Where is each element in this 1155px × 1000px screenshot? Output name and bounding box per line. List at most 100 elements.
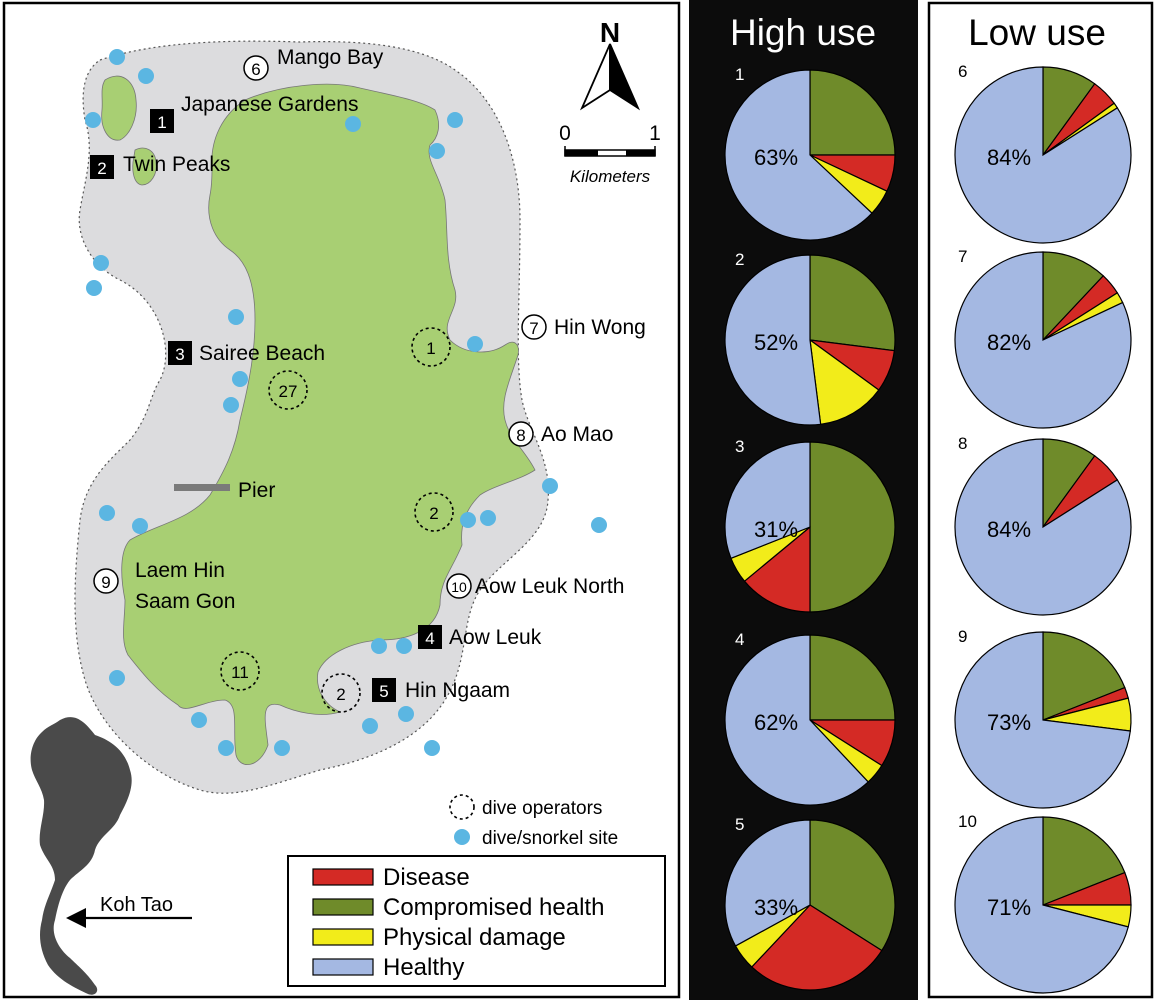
pie-slice-healthy [954, 251, 1132, 429]
low-use-panel: Low use 6 84% 7 82% 8 84% 9 73% 10 71% [927, 1, 1154, 999]
pie-healthy-percent: 63% [754, 145, 798, 170]
site-number: 7 [529, 319, 538, 338]
site-label-4: 4 Aow Leuk [418, 625, 542, 649]
koh-tao-arrowhead [66, 908, 86, 928]
dive-operator-marker: 2 [414, 492, 454, 532]
pie-site-10: 10 71% [954, 812, 1132, 994]
pie-healthy-percent: 71% [987, 895, 1031, 920]
site-number: 3 [175, 345, 184, 364]
dive-site-marker [99, 505, 115, 521]
site-name: Aow Leuk [449, 626, 542, 649]
pie-healthy-percent: 82% [987, 330, 1031, 355]
site-name: Hin Wong [554, 316, 646, 339]
legend-label: Healthy [383, 954, 464, 981]
pie-slice-compromised-health [809, 441, 896, 613]
pie-site-7: 7 82% [954, 247, 1132, 429]
pie-slice-physical-damage [809, 338, 880, 426]
legend-item-physical-damage: Physical damage [312, 924, 566, 951]
pie-site-number: 6 [958, 62, 967, 81]
dive-site-marker [85, 112, 101, 128]
map-panel: Pier [2, 1, 681, 999]
dive-operator-count: 1 [426, 339, 435, 358]
dive-operator-marker: 2 [321, 673, 361, 713]
dive-site-marker [424, 740, 440, 756]
north-arrow: N [579, 17, 641, 111]
site-number: 4 [425, 629, 434, 648]
pie-site-4: 4 62% [724, 630, 896, 806]
site-label-9: 9 Laem Hin Saam Gon [93, 559, 235, 613]
dive-operator-count: 2 [336, 685, 345, 704]
pie-slice-healthy [954, 631, 1131, 809]
site-number: 10 [451, 579, 467, 595]
thailand-inset: Koh Tao [30, 717, 192, 995]
pier-bar [174, 484, 230, 491]
pie-site-8: 8 84% [954, 434, 1132, 616]
dive-site-marker [132, 518, 148, 534]
dive-site-marker [542, 478, 558, 494]
pie-healthy-percent: 84% [987, 517, 1031, 542]
dive-site-marker [191, 712, 207, 728]
site-name: Ao Mao [541, 423, 613, 446]
pie-slice-healthy [724, 69, 873, 241]
legend-dive-snorkel-site: dive/snorkel site [482, 828, 618, 849]
legend-label: Compromised health [383, 894, 604, 921]
scale-bar: 0 1 Kilometers [559, 122, 661, 186]
pie-site-number: 8 [958, 434, 967, 453]
pie-slice-healthy [954, 438, 1132, 616]
pie-site-2: 2 52% [724, 250, 896, 426]
site-label-3: 3 Sairee Beach [168, 341, 325, 365]
site-number: 2 [97, 159, 106, 178]
high-use-pies: 1 63% 2 52% 3 31% 4 62% 5 33% [724, 65, 896, 991]
pie-site-number: 9 [958, 627, 967, 646]
site-number: 6 [251, 60, 260, 79]
dive-site-marker [223, 397, 239, 413]
dive-operator-marker: 11 [220, 651, 260, 691]
dive-site-marker [86, 280, 102, 296]
dive-site-marker [480, 510, 496, 526]
site-label-10: 10 Aow Leuk North [446, 573, 624, 599]
legend-swatch [312, 868, 374, 886]
marker-legend: dive operators dive/snorkel site [449, 794, 618, 849]
site-label-2: 2 Twin Peaks [90, 153, 230, 179]
dive-site-marker [109, 49, 125, 65]
north-arrow-letter: N [600, 17, 620, 48]
site-name-line2: Saam Gon [135, 590, 235, 613]
site-label-8: 8 Ao Mao [508, 421, 613, 447]
site-name: Sairee Beach [199, 342, 325, 365]
dive-snorkel-site-markers [85, 49, 607, 756]
legend-swatch [312, 958, 374, 976]
site-label-1: 1 Japanese Gardens [150, 93, 358, 133]
pie-slice-healthy [724, 634, 870, 806]
dive-operator-marker: 1 [411, 327, 451, 367]
pie-site-5: 5 33% [724, 815, 896, 991]
site-name: Japanese Gardens [181, 93, 358, 116]
pie-slice-healthy [954, 816, 1129, 994]
pie-site-1: 1 63% [724, 65, 896, 241]
legend-swatch [312, 928, 374, 946]
dive-site-marker [447, 112, 463, 128]
pie-site-number: 10 [958, 812, 977, 831]
pie-site-number: 5 [735, 815, 744, 834]
site-name: Hin Ngaam [405, 679, 510, 702]
dive-site-marker [138, 68, 154, 84]
pie-slice-compromised-health [1042, 251, 1105, 342]
dive-site-marker [467, 336, 483, 352]
scale-one: 1 [649, 122, 661, 145]
site-number: 9 [101, 573, 110, 592]
site-number: 1 [157, 113, 166, 132]
site-name: Twin Peaks [123, 153, 230, 176]
legend-item-disease: Disease [312, 864, 470, 891]
pie-healthy-percent: 73% [987, 710, 1031, 735]
dive-operator-marker: 27 [268, 370, 308, 410]
dive-site-marker [396, 638, 412, 654]
pie-slice-healthy [724, 441, 811, 560]
site-name: Mango Bay [277, 46, 384, 69]
legend-swatch [312, 898, 374, 916]
dive-operator-count: 27 [279, 382, 298, 401]
dive-site-marker [218, 740, 234, 756]
pie-site-number: 7 [958, 247, 967, 266]
legend-label: Disease [383, 864, 470, 891]
pie-site-6: 6 84% [954, 62, 1132, 244]
site-name: Laem Hin [135, 559, 225, 582]
dive-operator-markers: 1 27 2 11 2 [220, 327, 454, 713]
